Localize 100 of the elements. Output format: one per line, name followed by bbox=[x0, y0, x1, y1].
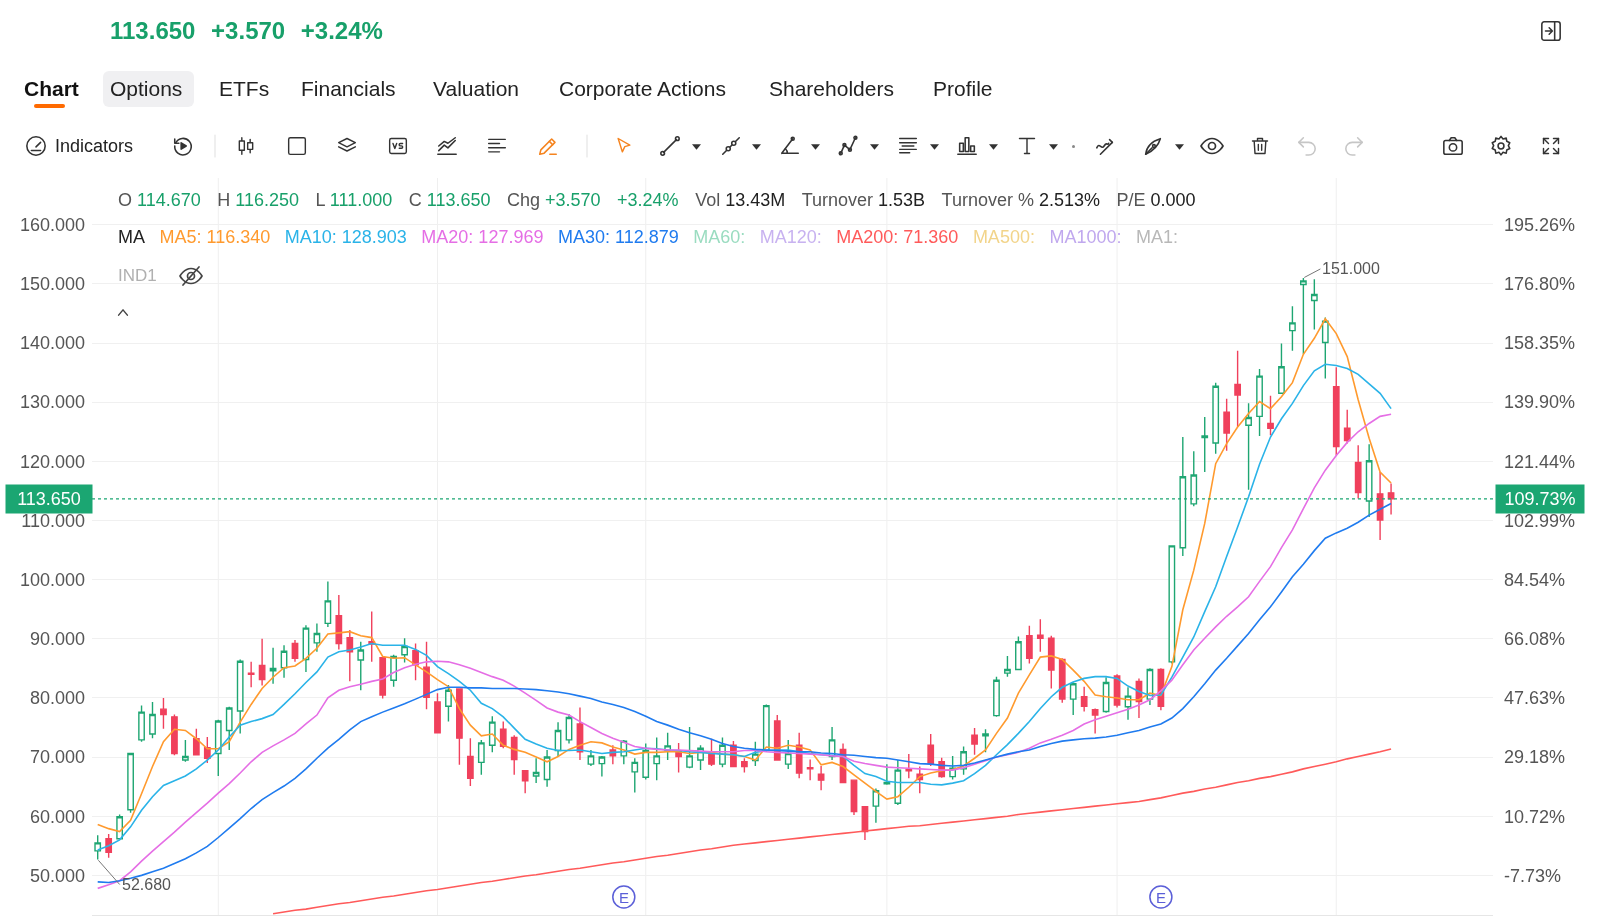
candlestick bbox=[434, 692, 441, 735]
y2-tick-label: -7.73% bbox=[1504, 865, 1562, 886]
candlestick bbox=[1387, 482, 1395, 516]
candlestick bbox=[171, 713, 178, 756]
candlestick bbox=[554, 721, 562, 758]
candlestick bbox=[817, 765, 825, 791]
line-series bbox=[272, 748, 1392, 915]
candlestick bbox=[1047, 635, 1055, 690]
y2-tick-label: 84.54% bbox=[1504, 569, 1566, 590]
y-tick-label: 160.000 bbox=[19, 215, 85, 236]
candlestick bbox=[94, 834, 102, 861]
candlestick bbox=[784, 739, 792, 770]
candlestick bbox=[138, 704, 145, 743]
text: Options bbox=[110, 76, 183, 102]
candlestick bbox=[872, 787, 880, 824]
candlestick bbox=[543, 749, 551, 788]
candlestick bbox=[587, 749, 595, 767]
candlestick bbox=[927, 733, 935, 767]
candlestick bbox=[488, 715, 496, 754]
candlestick bbox=[335, 594, 343, 651]
y2-tick-label: 195.26% bbox=[1504, 215, 1576, 236]
candlestick bbox=[1278, 342, 1285, 395]
candlestick bbox=[1343, 409, 1351, 445]
candlestick bbox=[225, 706, 233, 751]
line-series bbox=[96, 413, 1392, 890]
candlestick bbox=[247, 661, 255, 688]
y-tick-label: 140.000 bbox=[19, 333, 85, 354]
y2-tick-label: 176.80% bbox=[1504, 274, 1576, 295]
annotation: MA1: bbox=[1135, 227, 1178, 249]
annotation: E bbox=[1156, 889, 1167, 906]
candlestick bbox=[423, 641, 430, 710]
candlestick bbox=[302, 624, 310, 673]
y-tick-label: 130.000 bbox=[19, 392, 85, 413]
candlestick bbox=[182, 739, 189, 763]
candlestick bbox=[1332, 366, 1340, 457]
candlestick bbox=[1015, 635, 1022, 671]
annotation: L 111.000 bbox=[315, 190, 393, 211]
y-tick-label: 150.000 bbox=[19, 274, 85, 295]
candlestick bbox=[1201, 416, 1209, 473]
candlestick bbox=[357, 641, 365, 691]
candlestick bbox=[401, 637, 408, 664]
y2-tick-label: 66.08% bbox=[1504, 629, 1566, 650]
candlestick bbox=[883, 763, 891, 786]
annotation: 52.680 bbox=[122, 876, 172, 893]
candlestick bbox=[466, 737, 474, 787]
candlestick bbox=[741, 757, 748, 774]
candlestick bbox=[1256, 368, 1263, 437]
candlestick bbox=[1289, 305, 1296, 352]
candlestick bbox=[598, 755, 606, 778]
candlestick bbox=[149, 701, 156, 739]
candlestick bbox=[456, 687, 463, 766]
candlestick bbox=[993, 675, 1000, 718]
candlestick bbox=[280, 644, 288, 679]
annotation: 151.000 bbox=[1322, 260, 1380, 277]
y-tick-label: 100.000 bbox=[19, 569, 85, 590]
text: MA30: 112.879 bbox=[557, 227, 679, 249]
candlestick bbox=[160, 697, 167, 730]
annotation: Vol 13.43M bbox=[695, 190, 786, 211]
candlestick bbox=[532, 757, 540, 784]
candlestick bbox=[1212, 381, 1220, 455]
y-tick-label: 90.000 bbox=[29, 629, 85, 650]
candlestick bbox=[1124, 686, 1132, 721]
candlestick bbox=[686, 726, 693, 770]
candlestick bbox=[653, 736, 661, 781]
candlestick bbox=[379, 655, 387, 700]
y-tick-label: 110.000 bbox=[21, 510, 85, 531]
candlestick bbox=[642, 742, 650, 781]
candlestick bbox=[1036, 618, 1044, 653]
annotation: MA500: bbox=[972, 227, 1035, 249]
y2-tick-label: 139.90% bbox=[1504, 392, 1576, 413]
candlestick bbox=[1354, 444, 1362, 500]
candlestick bbox=[269, 646, 277, 685]
candlestick bbox=[192, 727, 200, 756]
candlestick bbox=[291, 639, 299, 663]
annotation: Turnover 1.53B bbox=[801, 190, 926, 211]
candlestick bbox=[850, 778, 858, 816]
annotation: MA1000: bbox=[1049, 227, 1122, 249]
annotation: Chg +3.570 bbox=[506, 190, 601, 211]
text: Chart bbox=[24, 76, 79, 102]
candlestick bbox=[258, 638, 266, 687]
annotation: E bbox=[619, 889, 630, 906]
text: Corporate Actions bbox=[559, 76, 726, 102]
candlestick bbox=[1376, 471, 1384, 541]
candlestick bbox=[905, 753, 913, 780]
candlestick bbox=[1058, 657, 1066, 704]
candlestick bbox=[1080, 685, 1088, 713]
y2-tick-label: 121.44% bbox=[1504, 451, 1576, 472]
candlestick bbox=[214, 719, 222, 777]
y-tick-label: 120.000 bbox=[19, 451, 85, 472]
candlestick bbox=[1299, 277, 1307, 355]
candlestick bbox=[313, 622, 321, 653]
annotation: C 113.650 bbox=[408, 190, 491, 211]
candlestick bbox=[368, 610, 376, 663]
annotation: IND1 bbox=[118, 265, 157, 287]
annotation: +3.24% bbox=[617, 190, 679, 211]
annotation: H 116.250 bbox=[217, 190, 299, 211]
candlestick bbox=[1245, 402, 1252, 491]
candlestick bbox=[1234, 350, 1241, 428]
y-tick-label: 60.000 bbox=[29, 806, 85, 827]
candlestick bbox=[477, 739, 485, 776]
